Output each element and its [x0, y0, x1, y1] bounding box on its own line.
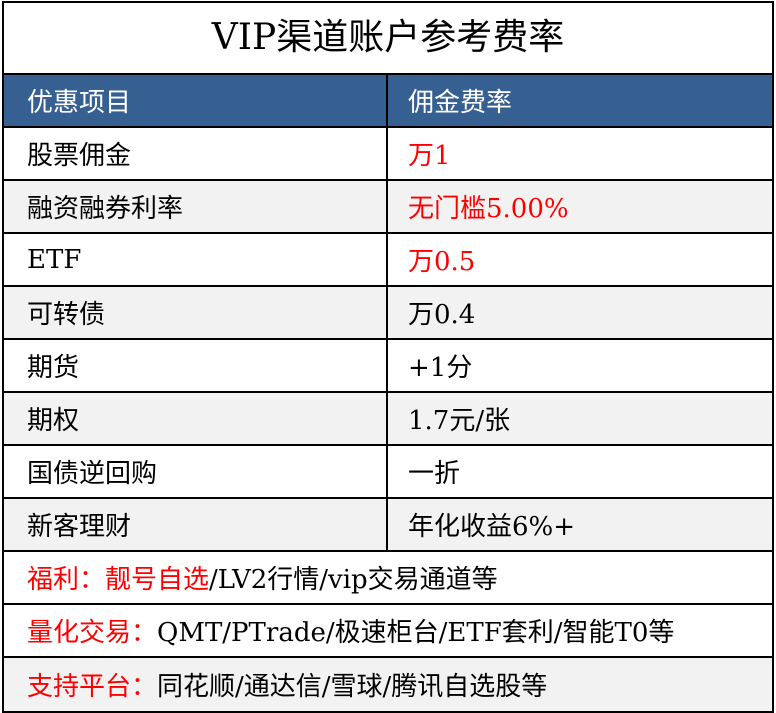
row-rate: +1分	[408, 353, 473, 383]
header-item: 优惠项目	[4, 75, 388, 126]
row-rate: 1.7元/张	[408, 406, 511, 436]
table-row: 国债逆回购 一折	[4, 446, 772, 499]
row-rate: 万0.4	[408, 300, 476, 330]
benefits-label: 福利：靓号自选	[27, 565, 210, 595]
row-item: 可转债	[4, 287, 388, 338]
quant-row: 量化交易： QMT/PTrade/极速柜台/ETF套利/智能T0等	[4, 605, 772, 658]
table-row: 融资融券利率 无门槛5.00%	[4, 181, 772, 234]
table-row: 可转债 万0.4	[4, 287, 772, 340]
quant-label: 量化交易：	[27, 618, 158, 648]
table-row: ETF 万0.5	[4, 234, 772, 287]
row-item: 新客理财	[4, 499, 388, 550]
quant-text: QMT/PTrade/极速柜台/ETF套利/智能T0等	[157, 618, 675, 648]
row-item: 融资融券利率	[4, 181, 388, 232]
row-item: 股票佣金	[4, 128, 388, 179]
row-rate: 无门槛5.00%	[408, 194, 569, 224]
table-row: 新客理财 年化收益6%+	[4, 499, 772, 552]
row-rate: 万0.5	[408, 247, 476, 277]
row-item: 期权	[4, 393, 388, 444]
row-item: 国债逆回购	[4, 446, 388, 497]
platforms-row: 支持平台： 同花顺/通达信/雪球/腾讯自选股等	[4, 658, 772, 711]
row-item: ETF	[4, 234, 388, 285]
row-rate: 万1	[408, 141, 451, 171]
table-row: 股票佣金 万1	[4, 128, 772, 181]
header-rate: 佣金费率	[408, 88, 513, 118]
table-row: 期货 +1分	[4, 340, 772, 393]
benefits-text: /LV2行情/vip交易通道等	[209, 565, 498, 595]
row-rate: 年化收益6%+	[408, 512, 576, 542]
table-header: 优惠项目 佣金费率	[4, 75, 772, 128]
table-row: 期权 1.7元/张	[4, 393, 772, 446]
benefits-row: 福利：靓号自选/LV2行情/vip交易通道等	[4, 552, 772, 605]
table-title: VIP渠道账户参考费率	[4, 3, 772, 75]
row-item: 期货	[4, 340, 388, 391]
platforms-label: 支持平台：	[27, 672, 158, 702]
platforms-text: 同花顺/通达信/雪球/腾讯自选股等	[157, 672, 548, 702]
row-rate: 一折	[408, 459, 461, 489]
